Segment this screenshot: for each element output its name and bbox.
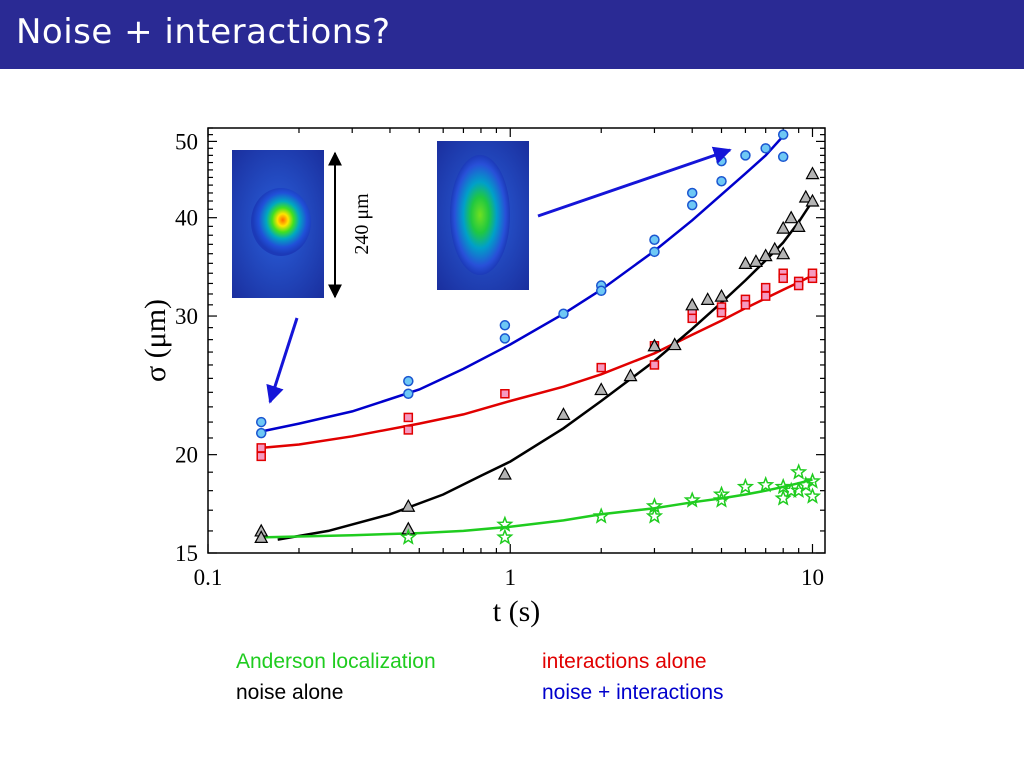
data-point bbox=[790, 481, 808, 498]
data-point bbox=[558, 308, 569, 320]
y-tick-label: 15 bbox=[175, 541, 198, 566]
data-point bbox=[497, 466, 512, 480]
data-point bbox=[649, 246, 660, 258]
data-point bbox=[401, 521, 416, 535]
data-point bbox=[760, 143, 771, 154]
data-point bbox=[594, 382, 609, 396]
data-point bbox=[496, 528, 514, 545]
y-axis-label: σ (μm) bbox=[139, 299, 172, 382]
slide-title: Noise + interactions? bbox=[16, 12, 391, 52]
data-point bbox=[255, 416, 267, 428]
arrow-small-image bbox=[266, 317, 299, 404]
data-point bbox=[403, 425, 414, 435]
data-point bbox=[403, 375, 414, 387]
data-point bbox=[714, 288, 729, 302]
data-point bbox=[686, 199, 698, 211]
y-tick-label: 20 bbox=[175, 443, 198, 468]
data-point bbox=[496, 515, 514, 532]
data-point bbox=[647, 338, 662, 352]
data-point bbox=[797, 475, 815, 493]
data-point bbox=[712, 485, 731, 502]
data-point bbox=[777, 129, 789, 140]
data-point bbox=[776, 246, 791, 260]
arrow-large-image bbox=[537, 146, 732, 218]
data-point bbox=[687, 313, 697, 324]
data-point bbox=[758, 248, 773, 262]
legend-noise-alone: noise alone bbox=[236, 681, 344, 704]
data-point bbox=[645, 507, 664, 524]
data-point bbox=[623, 368, 638, 382]
data-point bbox=[798, 189, 813, 203]
inset-image-small bbox=[232, 150, 324, 298]
scale-label: 240 μm bbox=[351, 193, 373, 255]
data-point bbox=[592, 507, 610, 524]
data-point bbox=[499, 320, 511, 331]
fit-line bbox=[260, 135, 785, 433]
title-bar: Noise + interactions? bbox=[0, 0, 1024, 69]
data-point bbox=[399, 528, 418, 545]
data-point bbox=[556, 407, 571, 420]
data-point bbox=[255, 427, 267, 439]
data-point bbox=[500, 389, 510, 399]
data-point bbox=[700, 292, 715, 305]
data-point bbox=[256, 443, 266, 453]
y-tick-label: 50 bbox=[175, 129, 198, 154]
data-point bbox=[740, 150, 751, 161]
data-point bbox=[789, 463, 808, 480]
data-point bbox=[760, 291, 771, 301]
fit-line bbox=[261, 274, 814, 450]
data-point bbox=[756, 475, 775, 493]
plot-frame bbox=[207, 127, 826, 554]
data-point bbox=[254, 530, 269, 544]
data-point bbox=[403, 388, 414, 400]
data-point bbox=[649, 360, 660, 370]
y-tick-label: 30 bbox=[175, 304, 198, 329]
legend-noise-interactions: noise + interactions bbox=[542, 681, 724, 704]
data-point bbox=[776, 220, 791, 234]
data-point bbox=[716, 175, 727, 187]
data-point bbox=[738, 256, 753, 269]
data-point bbox=[403, 412, 414, 423]
x-axis-label: t (s) bbox=[493, 595, 541, 628]
x-tick-label: 0.1 bbox=[194, 565, 223, 590]
data-point bbox=[767, 241, 782, 255]
data-point bbox=[803, 487, 822, 504]
data-point bbox=[740, 300, 751, 310]
data-point bbox=[686, 187, 698, 199]
data-point bbox=[760, 282, 771, 293]
data-point bbox=[716, 307, 727, 318]
data-point bbox=[736, 477, 755, 495]
data-point bbox=[401, 498, 416, 512]
data-point bbox=[807, 268, 818, 279]
data-point bbox=[793, 280, 804, 291]
data-point bbox=[716, 155, 727, 167]
fit-line bbox=[261, 478, 813, 539]
data-point bbox=[256, 451, 266, 462]
x-tick-label: 10 bbox=[801, 565, 824, 590]
data-point bbox=[685, 297, 700, 311]
data-point bbox=[778, 273, 788, 284]
data-point bbox=[712, 491, 731, 508]
x-tick-label: 1 bbox=[504, 565, 516, 590]
data-point bbox=[777, 151, 789, 163]
data-point bbox=[683, 491, 701, 508]
data-point bbox=[805, 193, 820, 207]
data-point bbox=[649, 234, 660, 246]
data-point bbox=[805, 166, 820, 180]
inset-image-large bbox=[437, 141, 529, 290]
legend-interactions-alone: interactions alone bbox=[542, 650, 707, 673]
legend-anderson: Anderson localization bbox=[236, 650, 436, 673]
data-point bbox=[499, 333, 511, 344]
data-point bbox=[791, 219, 806, 232]
data-point bbox=[803, 472, 822, 489]
data-point bbox=[596, 362, 606, 373]
data-point bbox=[667, 337, 682, 351]
data-point bbox=[595, 285, 607, 297]
y-tick-label: 40 bbox=[175, 206, 198, 231]
data-point bbox=[784, 210, 799, 224]
